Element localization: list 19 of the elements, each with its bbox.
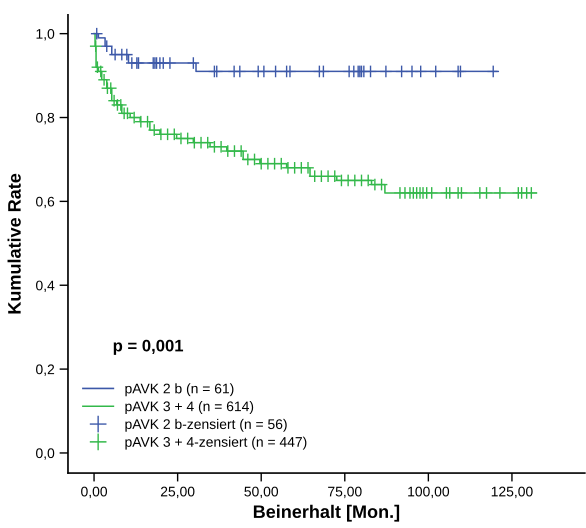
y-tick-label: 0,6: [36, 196, 54, 208]
y-tick-label: 1,0: [36, 28, 54, 40]
legend-label: pAVK 3 + 4-zensiert (n = 447): [125, 436, 306, 450]
legend-label: pAVK 2 b (n = 61): [125, 383, 234, 396]
y-tick-label: 0,4: [36, 280, 54, 292]
y-tick-label: 0,0: [36, 448, 54, 460]
y-tick-label: 0,8: [36, 112, 54, 124]
annotation: p = 0,001: [114, 340, 184, 355]
legend-label: pAVK 3 + 4 (n = 614): [125, 401, 254, 414]
x-tick-label: 100,00: [408, 486, 450, 498]
x-tick-label: 0,00: [81, 486, 108, 498]
x-tick-label: 25,00: [160, 486, 194, 498]
y-tick-label: 0,2: [36, 364, 54, 376]
y-axis-title: Kumulative Rate: [8, 174, 21, 314]
x-axis-title: Beinerhalt [Mon.]: [254, 504, 400, 522]
x-tick-label: 75,00: [328, 486, 362, 498]
legend-label: pAVK 2 b-zensiert (n = 56): [125, 418, 287, 432]
x-tick-label: 125,00: [492, 486, 533, 498]
x-tick-label: 50,00: [244, 486, 278, 498]
